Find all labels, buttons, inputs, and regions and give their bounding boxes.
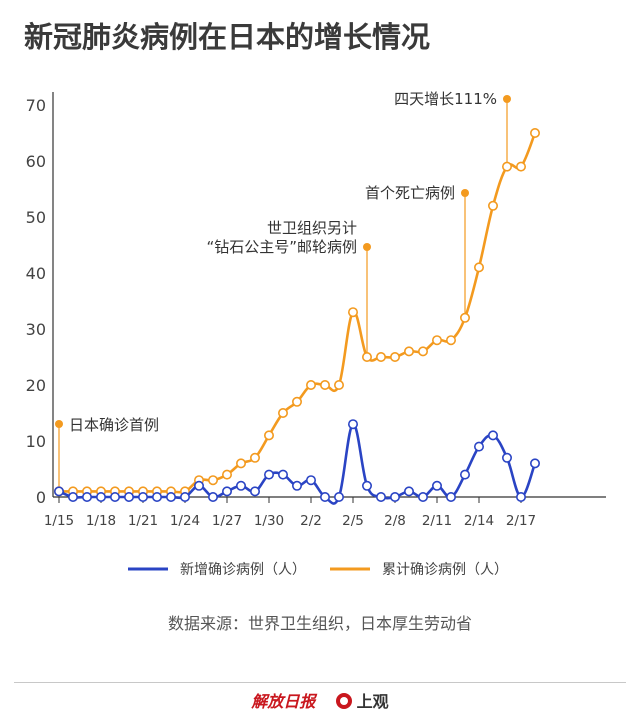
y-tick-label: 50 <box>26 208 46 227</box>
x-tick-label: 2/8 <box>384 513 406 529</box>
new-cases-point <box>96 491 107 502</box>
y-tick-label: 20 <box>26 376 46 395</box>
total-cases-point <box>445 335 456 346</box>
data-source: 数据来源：世界卫生组织，日本厚生劳动省 <box>167 614 472 633</box>
new-cases-point <box>222 486 233 497</box>
new-cases-point <box>403 486 414 497</box>
new-cases-point <box>152 491 163 502</box>
total-cases-point <box>375 351 386 362</box>
x-tick-label: 2/5 <box>342 513 364 529</box>
new-cases-point <box>53 486 64 497</box>
x-tick-label: 2/11 <box>422 513 452 529</box>
new-cases-point <box>305 475 316 486</box>
new-cases-point <box>208 491 219 502</box>
new-cases-point <box>347 419 358 430</box>
brand-bar: 解放日报 上观 <box>0 688 640 711</box>
x-tick-label: 2/14 <box>464 513 494 529</box>
annotation-dot <box>363 243 371 251</box>
annotation-dot <box>55 420 63 428</box>
new-cases-point <box>110 491 121 502</box>
total-cases-point <box>501 161 512 172</box>
total-cases-point <box>236 458 247 469</box>
new-cases-point <box>263 469 274 480</box>
annotation-dot <box>461 189 469 197</box>
total-cases-point <box>208 475 219 486</box>
x-tick-label: 1/30 <box>254 513 284 529</box>
total-cases-point <box>319 379 330 390</box>
new-cases-point <box>361 480 372 491</box>
annotation-label: 日本确诊首例 <box>69 416 159 434</box>
new-cases-point <box>515 491 526 502</box>
new-cases-point <box>431 480 442 491</box>
total-cases-point <box>459 312 470 323</box>
new-cases-point <box>319 491 330 502</box>
new-cases-point <box>236 480 247 491</box>
new-cases-point <box>250 486 261 497</box>
x-tick-label: 1/24 <box>170 513 200 529</box>
total-cases-point <box>250 452 261 463</box>
annotation-label: “钻石公主号”邮轮病例 <box>206 238 357 256</box>
total-cases-point <box>263 430 274 441</box>
total-cases-point <box>222 469 233 480</box>
new-cases-point <box>487 430 498 441</box>
new-cases-point <box>389 491 400 502</box>
total-cases-point <box>305 379 316 390</box>
x-tick-label: 2/2 <box>300 513 322 529</box>
new-cases-point <box>459 469 470 480</box>
newspaper-logo: 解放日报 <box>251 692 316 711</box>
total-cases-line <box>58 132 537 494</box>
x-tick-label: 1/21 <box>128 513 158 529</box>
y-tick-label: 60 <box>26 152 46 171</box>
total-cases-point <box>333 379 344 390</box>
total-cases-point <box>291 396 302 407</box>
total-cases-point <box>529 128 540 139</box>
annotation-dot <box>503 95 511 103</box>
new-cases-point <box>180 491 191 502</box>
annotation-label: 首个死亡病例 <box>365 184 455 202</box>
new-cases-point <box>277 469 288 480</box>
new-cases-point <box>473 441 484 452</box>
new-cases-point <box>529 458 540 469</box>
total-cases-point <box>347 307 358 318</box>
y-tick-label: 30 <box>26 320 46 339</box>
total-cases-point <box>431 335 442 346</box>
new-cases-point <box>124 491 135 502</box>
footer-divider <box>14 682 626 683</box>
app-name: 上观 <box>356 692 389 711</box>
app-logo-icon <box>335 693 352 709</box>
new-cases-point <box>82 491 93 502</box>
new-cases-point <box>68 491 79 502</box>
new-cases-point <box>333 491 344 502</box>
x-tick-label: 1/27 <box>212 513 242 529</box>
new-cases-point <box>291 480 302 491</box>
total-cases-point <box>403 346 414 357</box>
total-cases-point <box>473 262 484 273</box>
total-cases-point <box>277 407 288 418</box>
new-cases-point <box>166 491 177 502</box>
total-cases-point <box>487 200 498 211</box>
chart-title: 新冠肺炎病例在日本的增长情况 <box>24 20 431 54</box>
x-tick-label: 1/15 <box>44 513 74 529</box>
new-cases-point <box>417 491 428 502</box>
x-tick-label: 2/17 <box>506 513 536 529</box>
y-tick-label: 40 <box>26 264 46 283</box>
new-cases-point <box>138 491 149 502</box>
legend-label: 新增确诊病例（人） <box>180 562 306 578</box>
x-tick-label: 1/18 <box>86 513 116 529</box>
new-cases-point <box>501 452 512 463</box>
new-cases-point <box>375 491 386 502</box>
new-cases-point <box>194 480 205 491</box>
total-cases-point <box>361 351 372 362</box>
annotation-label: 世卫组织另计 <box>267 219 357 237</box>
annotation-label: 四天增长111% <box>394 90 497 108</box>
total-cases-point <box>389 351 400 362</box>
y-tick-label: 0 <box>36 488 46 507</box>
legend-label: 累计确诊病例（人） <box>382 562 508 578</box>
total-cases-point <box>417 346 428 357</box>
new-cases-point <box>445 491 456 502</box>
total-cases-point <box>515 161 526 172</box>
y-tick-label: 10 <box>26 432 46 451</box>
line-chart: 0 10 20 30 40 50 60 70 1/15 1/18 1/21 1/24 1/27 1/30 2… <box>26 90 606 578</box>
y-tick-label: 70 <box>26 96 46 115</box>
